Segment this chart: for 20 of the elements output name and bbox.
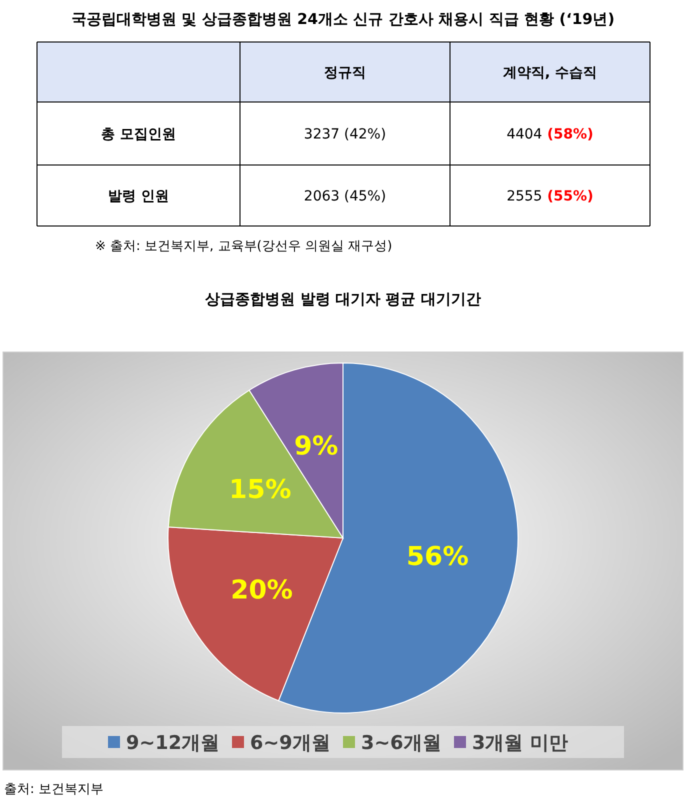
text: 4404 (58%) <box>506 126 594 142</box>
legend-label: 6~9개월 <box>250 732 330 754</box>
text: 국공립대학병원 및 상급종합병원 24개소 신규 간호사 채용시 직급 현황 (‘19년) <box>71 10 615 28</box>
text: 3237 (42%) <box>304 126 386 142</box>
legend-label: 9~12개월 <box>126 732 220 754</box>
source-note: 출처: 보건복지부 <box>4 782 104 797</box>
category-label: 발령 인원 <box>108 188 169 204</box>
data-label: 56% <box>406 542 469 572</box>
category-label: 계약직, 수습직 <box>502 65 598 81</box>
chart-title: 상급종합병원 발령 대기자 평균 대기기간 <box>205 290 481 308</box>
category-label: 정규직 <box>324 65 366 81</box>
data-label: 15% <box>229 475 292 506</box>
data-label: 9% <box>294 432 338 462</box>
text: ※ 출처: 보건복지부, 교육부(강선우 의원실 재구성) <box>95 239 392 254</box>
data-label: 20% <box>230 576 293 606</box>
category-label: 총 모집인원 <box>101 126 176 142</box>
legend-label: 3개월 미만 <box>472 732 568 754</box>
text: 2063 (45%) <box>304 188 386 204</box>
legend-label: 3~6개월 <box>361 732 442 754</box>
text: 2555 (55%) <box>506 188 594 204</box>
